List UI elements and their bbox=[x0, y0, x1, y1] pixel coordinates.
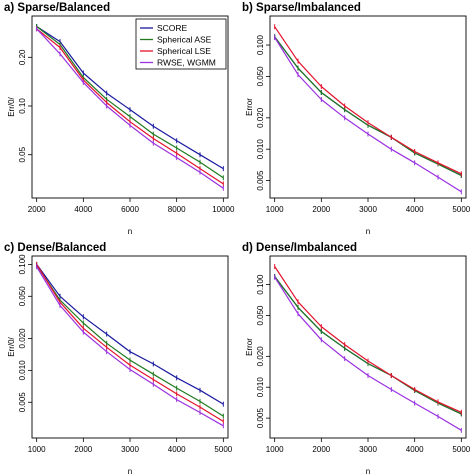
y-tick-label: 0.010 bbox=[18, 360, 27, 381]
series-line-spherical-lse bbox=[274, 266, 462, 413]
x-tick-label: 5000 bbox=[214, 445, 232, 454]
x-tick-label: 5000 bbox=[452, 445, 470, 454]
y-axis-label: Err/0/ bbox=[7, 336, 16, 356]
series-line-rwse-wgmm bbox=[36, 266, 224, 427]
x-tick-label: 1000 bbox=[266, 205, 284, 214]
panel-title: c) Dense/Balanced bbox=[4, 242, 106, 254]
series-line-spherical-lse bbox=[36, 264, 224, 422]
x-tick-label: 2000 bbox=[74, 445, 92, 454]
panel-title: a) Sparse/Balanced bbox=[4, 2, 110, 14]
panel-title: b) Sparse/Imbalanced bbox=[242, 2, 361, 14]
y-tick-label: 0.020 bbox=[256, 346, 265, 367]
x-tick-label: 3000 bbox=[121, 445, 139, 454]
series-line-spherical-ase bbox=[274, 36, 462, 176]
series-line-score bbox=[274, 36, 462, 176]
plot-frame bbox=[269, 255, 467, 439]
x-tick-label: 2000 bbox=[28, 205, 46, 214]
y-tick-label: 0.100 bbox=[18, 254, 27, 275]
y-axis-label: Error bbox=[245, 338, 254, 356]
y-tick-label: 0.050 bbox=[256, 66, 265, 87]
x-tick-label: 10000 bbox=[212, 205, 235, 214]
y-tick-label: 0.005 bbox=[256, 170, 265, 191]
x-tick-label: 2000 bbox=[312, 205, 330, 214]
legend-label: Spherical LSE bbox=[157, 46, 211, 56]
legend-label: RWSE, WGMM bbox=[157, 58, 216, 68]
x-tick-label: 3000 bbox=[359, 205, 377, 214]
series-line-spherical-lse bbox=[274, 26, 462, 175]
x-tick-label: 5000 bbox=[452, 205, 470, 214]
y-tick-label: 0.10 bbox=[18, 98, 27, 114]
y-tick-label: 0.100 bbox=[256, 34, 265, 55]
x-tick-label: 1000 bbox=[28, 445, 46, 454]
x-axis-label: n bbox=[366, 227, 370, 236]
y-axis-label: Err/0/ bbox=[7, 96, 16, 116]
x-tick-label: 1000 bbox=[266, 445, 284, 454]
x-tick-label: 2000 bbox=[312, 445, 330, 454]
x-tick-label: 8000 bbox=[168, 205, 186, 214]
series-line-spherical-ase bbox=[274, 276, 462, 415]
series-line-spherical-ase bbox=[36, 264, 224, 417]
plot-frame bbox=[269, 15, 467, 199]
x-tick-label: 4000 bbox=[168, 445, 186, 454]
y-tick-label: 0.005 bbox=[256, 408, 265, 429]
panel-title: d) Dense/Imbalanced bbox=[242, 242, 357, 254]
x-axis-label: n bbox=[366, 467, 370, 476]
x-tick-label: 4000 bbox=[74, 205, 92, 214]
x-tick-label: 3000 bbox=[359, 445, 377, 454]
x-axis-label: n bbox=[128, 467, 132, 476]
x-axis-label: n bbox=[128, 227, 132, 236]
series-line-rwse-wgmm bbox=[274, 37, 462, 193]
legend-label: Spherical ASE bbox=[157, 35, 212, 45]
series-line-score bbox=[274, 276, 462, 415]
x-tick-label: 4000 bbox=[406, 205, 424, 214]
y-tick-label: 0.050 bbox=[18, 286, 27, 307]
y-tick-label: 0.05 bbox=[18, 146, 27, 162]
y-axis-label: Error bbox=[245, 98, 254, 116]
x-tick-label: 4000 bbox=[406, 445, 424, 454]
series-line-rwse-wgmm bbox=[274, 276, 462, 431]
chart-panel-3: c) Dense/Balanced 1000 2000 3000 4000 5000 0.0… bbox=[4, 242, 233, 476]
y-tick-label: 0.010 bbox=[256, 139, 265, 160]
y-tick-label: 0.010 bbox=[256, 377, 265, 398]
legend-box bbox=[135, 18, 227, 70]
plot-frame bbox=[31, 255, 229, 439]
series-line-score bbox=[36, 264, 224, 405]
chart-panel-2: b) Sparse/Imbalanced 1000 2000 3000 4000 5000… bbox=[242, 2, 471, 236]
chart-panel-4: d) Dense/Imbalanced 1000 2000 3000 4000 5000 0… bbox=[242, 242, 471, 476]
y-tick-label: 0.20 bbox=[18, 49, 27, 65]
y-tick-label: 0.100 bbox=[256, 274, 265, 295]
y-tick-label: 0.050 bbox=[256, 305, 265, 326]
legend-label: SCORE bbox=[157, 23, 188, 33]
y-tick-label: 0.020 bbox=[256, 107, 265, 128]
y-tick-label: 0.020 bbox=[18, 328, 27, 349]
x-tick-label: 6000 bbox=[121, 205, 139, 214]
y-tick-label: 0.005 bbox=[18, 392, 27, 413]
chart-panel-1: a) Sparse/Balanced 2000 4000 6000 8000 10000 0… bbox=[4, 2, 235, 236]
